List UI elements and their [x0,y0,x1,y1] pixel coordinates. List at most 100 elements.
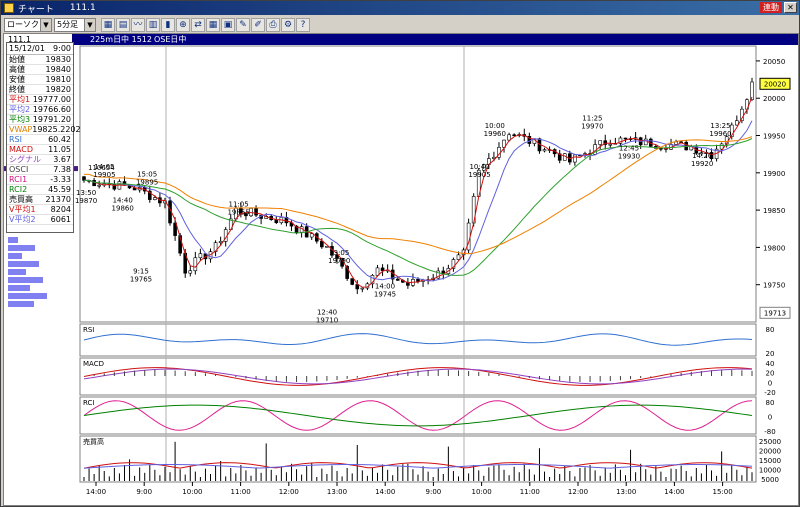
candle-body [542,149,547,152]
info-value: 19791.20 [32,115,71,124]
info-value: 11.05 [48,145,71,154]
info-time: 9:00 [53,44,71,53]
volume-profile-bar [8,269,26,275]
x-tick-label: 12:00 [279,488,299,496]
candle-body [643,138,648,146]
info-row: MACD 11.05 [7,145,73,155]
volume-profile-bar [8,277,43,283]
symbol-code[interactable]: 111.1 [4,34,72,45]
eraser-icon[interactable]: ✐ [251,17,265,32]
chart-type-value: ローソク [7,20,39,29]
info-row: RSI 60.42 [7,135,73,145]
grid-icon[interactable]: ▦ [206,17,220,32]
x-tick-label: 14:00 [375,488,395,496]
volume-ma2-line [83,464,753,469]
y-tick-label: 19800 [763,244,785,252]
candle-body [112,183,117,190]
price-annotation-time: 14:40 [113,197,133,205]
info-row: RCI2 45.59 [7,185,73,195]
current-price-box [759,77,791,90]
window-title: チャート [18,4,54,15]
candle-body [456,254,461,260]
info-row: OSCI 7.38 [7,165,73,175]
close-icon[interactable]: ✕ [784,2,797,13]
candle-body [395,278,400,281]
candle-body [451,259,456,269]
x-tick-label: 13:00 [327,488,347,496]
chart-type-icon[interactable]: ▦ [101,17,115,32]
zoom-icon[interactable]: ⊕ [176,17,190,32]
price-annotation-time: 12:40 [317,309,337,317]
rsi-tick-label: 20 [766,350,775,358]
vwap-line [83,136,753,255]
info-row: 始値 19830 [7,55,73,65]
macd-tick-label: 20 [766,370,775,378]
help-icon[interactable]: ? [296,17,310,32]
info-panel: 15/12/01 9:00 始値 19830 高値 19840 安値 19810 終値 198… [6,42,81,233]
x-tick-label: 13:00 [616,488,636,496]
line-icon[interactable]: 〰 [131,17,145,32]
chevron-down-icon: ▼ [84,18,95,31]
macd-tick-label: 0 [768,379,772,387]
toolbar-icon-group: ▦ ▤ 〰 ▥ ▮ ⊕ ⇄ ▦ ▣ ✎ ✐ ⎙ ⚙? [101,17,310,32]
price-annotation-time: 13:25 [710,122,730,130]
volume-icon[interactable]: ▥ [146,17,160,32]
macd-panel [79,357,757,396]
candle-body [719,143,724,150]
link-badge[interactable]: 連動 [760,2,782,13]
rci-panel [79,396,757,435]
info-label: 高値 [9,65,25,74]
ma1-line [83,96,753,288]
rci-tick-label: 0 [768,414,772,422]
x-tick-label: 14:00 [86,488,106,496]
candle-body [188,270,193,274]
candle-body [729,124,734,138]
price-annotation-value: 19930 [618,152,640,160]
info-label: 始値 [9,55,25,64]
volume-profile-bar [8,237,18,243]
candle-body [659,147,663,150]
chart-area[interactable]: 111.1 225m日中 1512 OSE日中 20050 20000 19950 1… [3,33,799,506]
volume-profile-bar [8,301,34,307]
price-annotation-time: 13:50 [76,189,96,197]
volume-tick-label: 15000 [759,457,781,465]
price-annotation-value: 19895 [136,179,158,187]
print-icon[interactable]: ⎙ [266,17,280,32]
info-row: 平均1 19777.00 [7,95,73,105]
rsi-panel-label: RSI [83,326,94,334]
low-marker-label: 19713 [764,309,786,317]
x-tick-label: 15:00 [713,488,733,496]
candle-body [735,120,739,126]
current-price-label: 20020 [764,80,786,88]
y-tick-label: 19900 [763,170,785,178]
info-value: 19830 [45,55,71,64]
candle-body [173,222,177,236]
info-label: 売買高 [9,195,33,204]
y-tick-label: 19950 [763,133,785,141]
window-symbol: 111.1 [69,3,96,13]
info-row: 終値 19820 [7,85,73,95]
rci-tick-label: 80 [766,399,775,407]
candle-body [325,246,329,248]
interval-value: 5分足 [57,20,79,29]
y-tick-label: 20050 [763,58,785,66]
candle-body [335,254,339,259]
candle-icon[interactable]: ▮ [161,17,175,32]
market-name: OSE日中 [154,35,187,44]
bar-icon[interactable]: ▤ [116,17,130,32]
candle-body [416,279,420,282]
compare-icon[interactable]: ⇄ [191,17,205,32]
camera-icon[interactable]: ▣ [221,17,235,32]
pen-icon[interactable]: ✎ [236,17,250,32]
candle-body [244,213,248,217]
info-label: 安値 [9,75,25,84]
chart-canvas[interactable]: 20050 20000 19950 19900 19850 19800 19750 14:05… [4,34,798,505]
y-tick-label: 19850 [763,207,785,215]
chart-type-select[interactable]: ローソク ▼ [4,17,52,32]
price-annotation-value: 19855 [227,208,249,216]
info-value: 21370 [45,195,71,204]
interval-select[interactable]: 5分足 ▼ [54,17,96,32]
info-row: VWAP 19825.2202 [7,125,81,135]
settings-icon[interactable]: ⚙ [281,17,295,32]
